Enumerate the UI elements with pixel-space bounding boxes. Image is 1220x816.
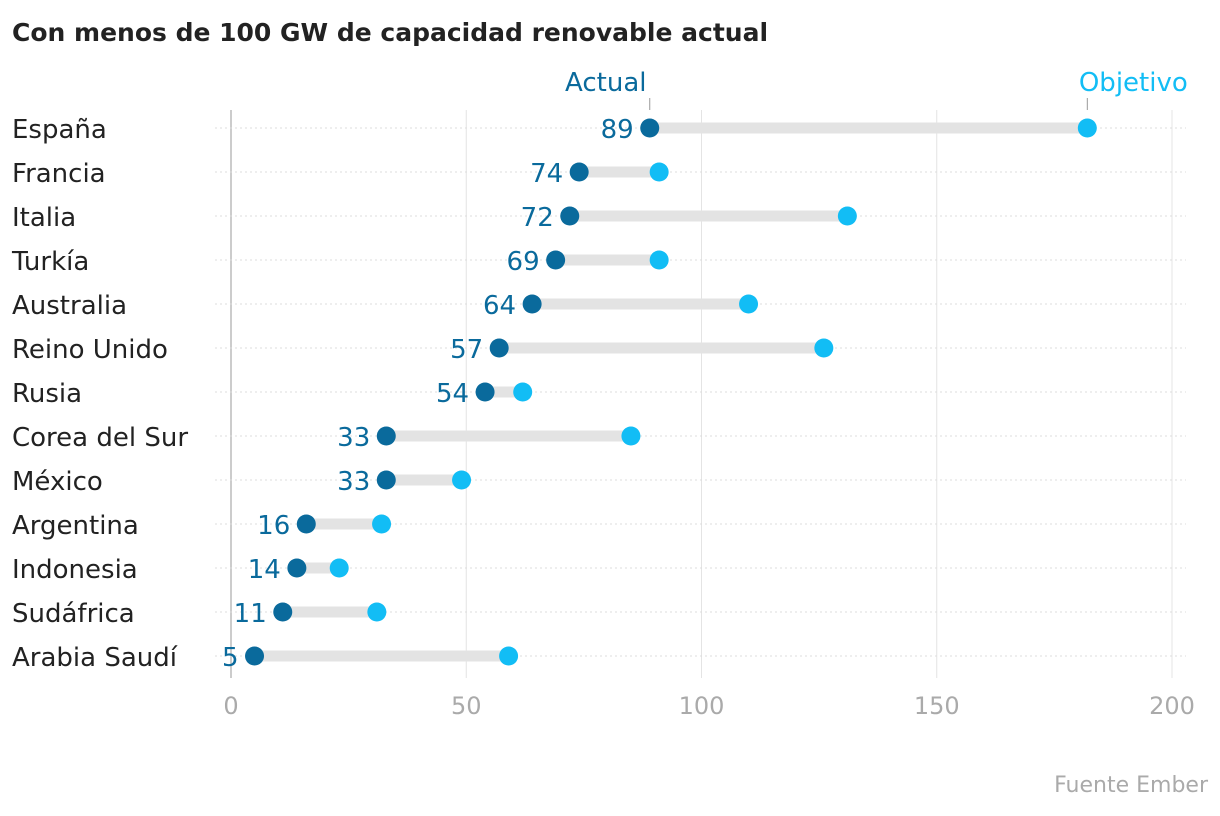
objetivo-dot [814,338,834,358]
category-label: Sudáfrica [12,599,135,629]
x-tick-label: 0 [223,692,238,720]
actual-value-label: 14 [248,555,281,585]
objetivo-dot [372,514,392,534]
actual-dot [560,206,580,226]
actual-dot [489,338,509,358]
actual-value-label: 16 [257,511,290,541]
objetivo-dot [452,470,472,490]
objetivo-dot [329,558,349,578]
category-label: Corea del Sur [12,423,188,453]
actual-value-label: 5 [222,643,239,673]
category-label: Rusia [12,379,82,409]
actual-value-label: 11 [234,599,267,629]
objetivo-dot [649,250,669,270]
chart-title: Con menos de 100 GW de capacidad renovab… [12,18,768,47]
actual-dot [245,646,265,666]
actual-dot [546,250,566,270]
objetivo-dot [513,382,533,402]
actual-value-label: 89 [601,115,634,145]
objetivo-dot [739,294,759,314]
actual-dot [522,294,542,314]
actual-value-label: 33 [337,423,370,453]
objetivo-dot [837,206,857,226]
x-tick-label: 100 [679,692,725,720]
source-note: Fuente Ember [1054,773,1209,798]
actual-dot [296,514,316,534]
actual-value-label: 72 [521,203,554,233]
category-label: Turkía [11,247,89,277]
actual-value-label: 33 [337,467,370,497]
category-label: Australia [12,291,127,321]
category-label: Italia [12,203,76,233]
actual-value-label: 64 [483,291,516,321]
objetivo-dot [367,602,387,622]
category-label: México [12,467,103,497]
objetivo-dot [621,426,641,446]
actual-value-label: 54 [436,379,469,409]
actual-dot [376,426,396,446]
category-label: Argentina [12,511,139,541]
category-label: Indonesia [12,555,138,585]
objetivo-dot [1077,118,1097,138]
x-tick-label: 200 [1149,692,1195,720]
legend-actual: Actual [565,68,646,98]
x-tick-label: 50 [451,692,482,720]
actual-value-label: 74 [530,159,563,189]
actual-dot [475,382,495,402]
category-label: Reino Unido [12,335,168,365]
actual-value-label: 69 [507,247,540,277]
actual-value-label: 57 [450,335,483,365]
objetivo-dot [649,162,669,182]
actual-dot [273,602,293,622]
category-label: Arabia Saudí [12,643,178,673]
category-label: Francia [12,159,106,189]
actual-dot [640,118,660,138]
actual-dot [376,470,396,490]
actual-dot [287,558,307,578]
objetivo-dot [499,646,519,666]
actual-dot [569,162,589,182]
category-label: España [12,115,107,145]
x-tick-label: 150 [914,692,960,720]
legend-objetivo: Objetivo [1079,68,1188,98]
